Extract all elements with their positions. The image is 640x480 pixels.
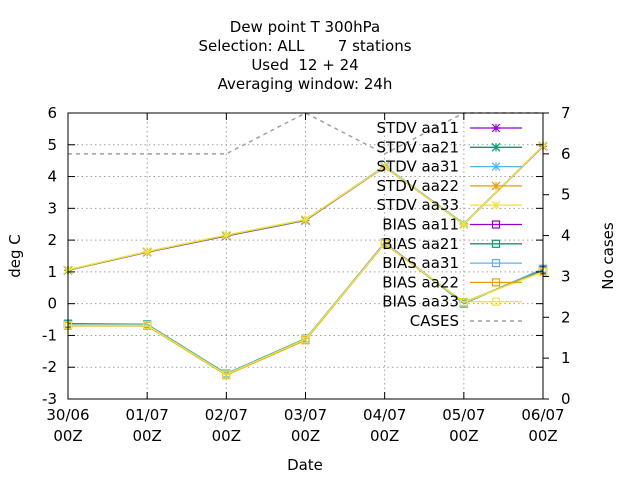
data-point	[459, 298, 468, 307]
y-tick-label: 3	[47, 199, 57, 217]
y2-tick-label: 4	[561, 227, 571, 245]
y2-tick-label: 3	[561, 267, 571, 285]
x-tick-label-date: 01/07	[126, 406, 169, 424]
y-tick-label: 0	[47, 295, 57, 313]
legend-label: STDV aa22	[377, 177, 459, 195]
data-point	[301, 215, 310, 224]
y2-tick-label: 5	[561, 186, 571, 204]
y-tick-label: -3	[42, 390, 57, 408]
legend-label: BIAS aa22	[382, 273, 459, 291]
y2-tick-label: 7	[561, 104, 571, 122]
x-axis-label: Date	[287, 456, 323, 474]
legend-marker	[491, 278, 501, 287]
data-point	[301, 335, 310, 344]
y2-tick-label: 6	[561, 145, 571, 163]
chart-series	[63, 112, 548, 380]
y2-tick-label: 1	[561, 349, 571, 367]
y-tick-label: 2	[47, 231, 57, 249]
chart-title-line: Averaging window: 24h	[218, 75, 393, 93]
x-tick-label-hour: 00Z	[291, 427, 320, 445]
y-tick-label: 1	[47, 263, 57, 281]
x-tick-label-date: 02/07	[205, 406, 248, 424]
chart-title-line: Selection: ALL 7 stations	[198, 37, 411, 55]
x-tick-label-hour: 00Z	[449, 427, 478, 445]
legend-label: STDV aa11	[377, 119, 459, 137]
x-tick-label-date: 30/06	[46, 406, 89, 424]
legend-label: CASES	[410, 312, 459, 330]
legend-label: BIAS aa33	[382, 293, 459, 311]
legend-marker	[491, 297, 501, 306]
chart-title-line: Used 12 + 24	[251, 56, 358, 74]
x-tick-label-date: 04/07	[363, 406, 406, 424]
y2-tick-label: 2	[561, 308, 571, 326]
legend-label: BIAS aa21	[382, 235, 459, 253]
x-tick-label-hour: 00Z	[528, 427, 557, 445]
data-point	[459, 219, 469, 229]
legend-marker	[491, 181, 501, 191]
y2-tick-label: 0	[561, 390, 571, 408]
chart-title-line: Dew point T 300hPa	[230, 18, 380, 36]
legend-marker	[491, 239, 501, 248]
x-tick-label-hour: 00Z	[53, 427, 82, 445]
data-point	[143, 321, 152, 330]
y-tick-label: 5	[47, 136, 57, 154]
chart-grid	[68, 113, 543, 399]
data-point	[380, 239, 389, 248]
legend-label: STDV aa33	[377, 196, 459, 214]
y2-axis-label: No cases	[599, 222, 617, 290]
y-tick-label: 6	[47, 104, 57, 122]
x-tick-label-hour: 00Z	[370, 427, 399, 445]
y-axis-ticks: -3 -2 -1 0 1 2 3 4 5 6	[42, 104, 543, 408]
x-axis-ticks: 30/06 00Z 01/07 00Z 02/07 00Z 03/07 00Z 04/07 00Z…	[46, 113, 565, 445]
data-point	[380, 162, 390, 172]
x-tick-label-hour: 00Z	[212, 427, 241, 445]
legend-label: BIAS aa31	[382, 254, 459, 272]
y-tick-label: 4	[47, 168, 57, 186]
legend-marker	[491, 123, 501, 133]
x-tick-label-hour: 00Z	[132, 427, 161, 445]
y2-axis-ticks: 0 1 2 3 4 5 6 7	[543, 104, 571, 408]
y-axis-label: deg C	[6, 234, 24, 278]
x-tick-label-date: 03/07	[284, 406, 327, 424]
legend-label: BIAS aa11	[382, 216, 459, 234]
legend-marker	[491, 259, 501, 268]
legend-marker	[491, 142, 501, 152]
legend-label: STDV aa31	[377, 158, 459, 176]
y-tick-label: -1	[42, 326, 57, 344]
y-tick-label: -2	[42, 358, 57, 376]
legend-marker	[491, 200, 501, 210]
data-point	[221, 230, 231, 240]
legend-marker	[491, 220, 501, 229]
x-tick-label-date: 05/07	[442, 406, 485, 424]
series-line	[68, 242, 544, 376]
x-tick-label-date: 06/07	[521, 406, 564, 424]
legend-label: STDV aa21	[377, 138, 459, 156]
data-point	[222, 370, 231, 379]
legend-marker	[491, 162, 501, 172]
data-point	[142, 247, 152, 256]
